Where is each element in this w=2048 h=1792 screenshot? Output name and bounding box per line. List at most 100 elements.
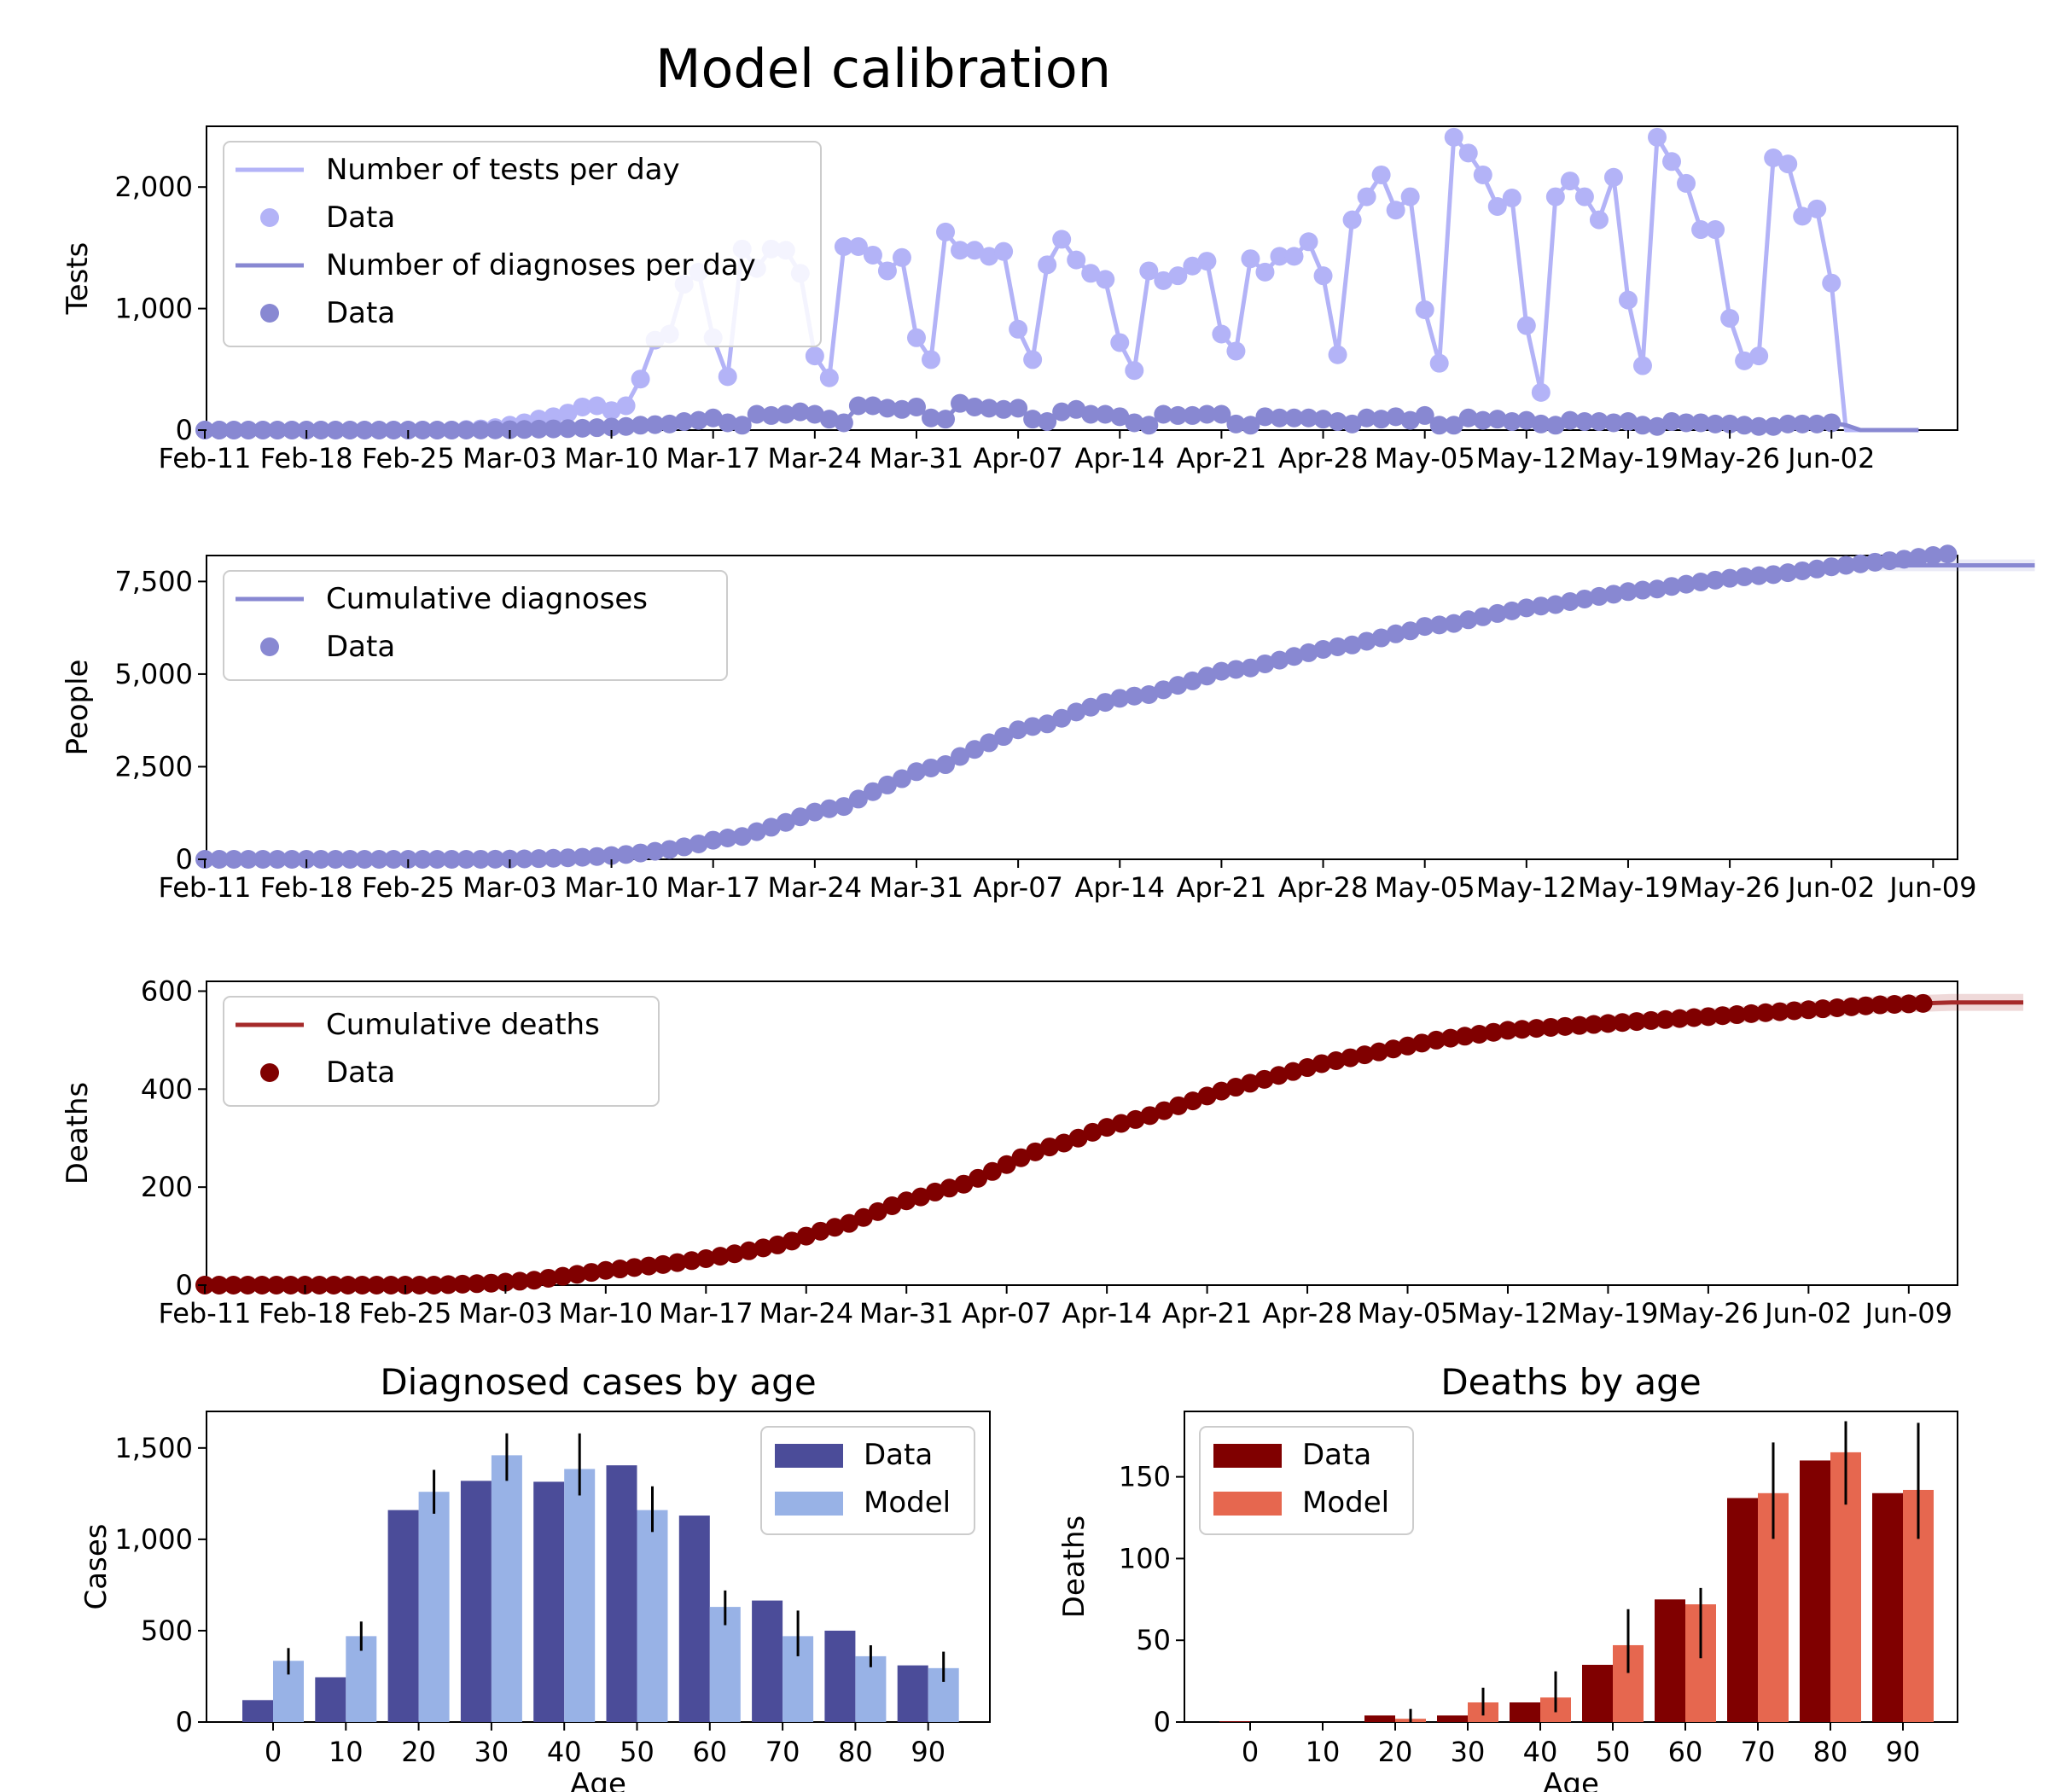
diagnoses-point (1473, 410, 1492, 430)
x-tick-label: Mar-03 (458, 1297, 553, 1329)
diagnoses-point (326, 421, 346, 439)
diagnoses-point (1183, 405, 1202, 425)
x-tick-label: Feb-25 (362, 442, 455, 474)
cumulative-deaths-point (1627, 1012, 1646, 1032)
cumulative-deaths-point (1713, 1006, 1732, 1026)
x-tick-label: 50 (1596, 1736, 1631, 1768)
y-axis-label: Deaths (61, 1082, 95, 1185)
tests-point (936, 222, 956, 241)
y-tick-label: 5,000 (114, 658, 193, 690)
cumulative-diagnoses-point (1545, 595, 1565, 614)
diagnoses-point (1574, 412, 1594, 432)
x-tick-label: Feb-25 (358, 1297, 451, 1329)
diagnoses-point (951, 393, 970, 413)
cumulative-diagnoses-point (1677, 574, 1696, 594)
bar-data (1582, 1664, 1613, 1722)
bar-model (709, 1607, 741, 1722)
y-tick-label: 50 (1136, 1624, 1171, 1656)
tests-point (1386, 201, 1405, 220)
y-tick-label: 0 (176, 1269, 193, 1301)
tests-point (602, 401, 621, 421)
cumulative-deaths-point (1484, 1022, 1504, 1042)
x-tick-label: May-19 (1578, 442, 1679, 474)
cumulative-diagnoses-point (1081, 697, 1101, 717)
tests-point (1574, 187, 1594, 207)
tests-point (1197, 252, 1217, 271)
tests-point (1154, 271, 1173, 290)
cumulative-diagnoses-point (922, 758, 940, 777)
diagnoses-point (616, 416, 636, 436)
cumulative-deaths-point (496, 1272, 515, 1292)
diagnoses-point (224, 421, 244, 439)
cumulative-deaths-point (1698, 1007, 1718, 1027)
diagnoses-point (1096, 404, 1115, 424)
cumulative-deaths-point (1742, 1004, 1761, 1023)
cumulative-deaths-point (481, 1273, 501, 1293)
x-tick-label: Mar-24 (759, 1297, 853, 1329)
cumulative-deaths-point (1841, 997, 1861, 1016)
cumulative-deaths-point (1440, 1028, 1460, 1048)
cumulative-diagnoses-point (428, 850, 447, 869)
cumulative-deaths-point (739, 1241, 759, 1260)
cumulative-diagnoses-point (471, 849, 491, 869)
x-tick-label: Jun-02 (1786, 871, 1875, 904)
legend-dot-swatch (260, 637, 279, 656)
cumulative-deaths-point (1054, 1133, 1073, 1153)
cumulative-diagnoses-point (311, 850, 331, 869)
diagnoses-point (732, 416, 752, 435)
cumulative-diagnoses-point (732, 827, 752, 847)
cumulative-deaths-point (1556, 1016, 1575, 1036)
bar-data (1437, 1715, 1468, 1722)
diagnoses-point (1052, 402, 1072, 422)
diagnoses-point (936, 410, 956, 429)
cumulative-deaths-point (1871, 995, 1890, 1015)
x-tick-label: Apr-21 (1177, 871, 1267, 904)
cumulative-deaths-point (410, 1276, 429, 1295)
cumulative-diagnoses-point (282, 850, 302, 869)
cumulative-deaths-point (940, 1178, 959, 1198)
cumulative-diagnoses-point (1720, 568, 1740, 588)
cumulative-diagnoses-point (1706, 570, 1725, 590)
cumulative-diagnoses-point (1255, 654, 1275, 673)
cumulative-diagnoses-point (631, 843, 650, 863)
tests-point (965, 241, 985, 260)
diagnoses-point (1618, 412, 1638, 432)
cumulative-diagnoses-point (1923, 546, 1943, 565)
cumulative-diagnoses-point (224, 850, 244, 869)
cumulative-diagnoses-point (1284, 647, 1304, 666)
diagnoses-point (790, 402, 810, 422)
cumulative-deaths-point (1083, 1122, 1103, 1142)
cumulative-deaths-point (538, 1268, 558, 1288)
cumulative-diagnoses-point (1807, 559, 1827, 579)
cumulative-diagnoses-point (355, 850, 375, 869)
cumulative-diagnoses-point (1648, 579, 1667, 599)
tests-point (1603, 167, 1623, 187)
cumulative-deaths-point (1469, 1025, 1489, 1044)
cumulative-deaths-point (610, 1260, 630, 1279)
legend-dot-swatch (260, 1063, 279, 1082)
bar-data (1727, 1498, 1758, 1722)
cumulative-diagnoses-point (1632, 580, 1652, 600)
cumulative-diagnoses-point (1822, 557, 1841, 577)
tests-point (1487, 196, 1507, 216)
cumulative-deaths-point (1126, 1109, 1145, 1129)
x-tick-label: 90 (911, 1736, 945, 1768)
cumulative-deaths-point (925, 1182, 945, 1201)
cumulative-diagnoses-point (1371, 628, 1391, 648)
cumulative-deaths-point (1269, 1066, 1289, 1085)
cumulative-deaths-point (1369, 1042, 1388, 1062)
diagnoses-point (1255, 407, 1275, 427)
tests-point (1749, 346, 1769, 366)
x-tick-label: May-12 (1457, 1297, 1558, 1329)
tests-point (1473, 165, 1492, 184)
x-tick-label: 40 (1523, 1736, 1558, 1768)
cumulative-diagnoses-point (457, 850, 476, 869)
cumulative-diagnoses-point (340, 850, 360, 869)
diagnoses-point (369, 421, 389, 439)
x-tick-label: May-19 (1578, 871, 1679, 904)
diagnoses-point (776, 404, 795, 424)
diagnoses-point (747, 404, 766, 424)
cumulative-diagnoses-point (834, 797, 853, 817)
cumulative-deaths-point (338, 1276, 358, 1295)
diagnoses-point (834, 413, 853, 433)
